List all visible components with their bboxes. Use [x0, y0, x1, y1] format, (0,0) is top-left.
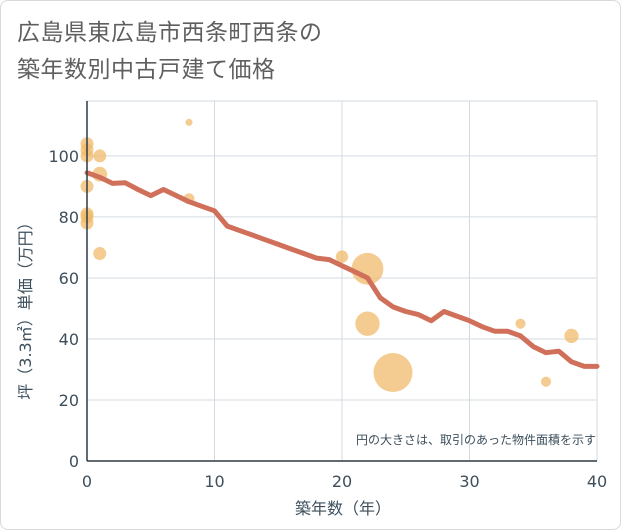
x-tick-label: 20 — [332, 472, 352, 491]
y-tick-label: 40 — [59, 330, 79, 349]
data-bubble — [540, 376, 552, 387]
x-tick-label: 40 — [587, 472, 607, 491]
y-tick-label: 100 — [48, 147, 79, 166]
chart-title: 広島県東広島市西条町西条の 築年数別中古戸建て価格 — [17, 15, 577, 89]
x-tick-label: 30 — [459, 472, 479, 491]
data-bubble — [515, 318, 526, 329]
data-bubble — [93, 149, 107, 163]
y-tick-label: 0 — [69, 452, 79, 471]
x-tick-label: 0 — [82, 472, 92, 491]
trend-line-layer — [84, 170, 600, 369]
axes — [86, 101, 597, 462]
size-legend-note: 円の大きさは、取引のあった物件面積を示す — [356, 432, 596, 447]
grid-lines — [86, 100, 598, 462]
trend-line — [84, 170, 600, 369]
x-tick-label: 10 — [204, 472, 224, 491]
data-bubble — [373, 353, 413, 393]
data-bubble — [355, 311, 380, 336]
y-tick-label: 20 — [59, 391, 79, 410]
title-line-1: 広島県東広島市西条町西条の — [17, 20, 323, 46]
bubble-layer — [80, 118, 579, 393]
x-tick-labels: 0 10 20 30 40 — [82, 472, 607, 491]
x-axis-label: 築年数（年） — [295, 499, 391, 518]
data-bubble — [93, 247, 107, 261]
data-bubble — [335, 250, 349, 263]
data-bubble — [564, 328, 579, 344]
y-tick-label: 80 — [59, 208, 79, 227]
y-axis-label: 坪（3.3㎡）単価（万円） — [16, 214, 35, 399]
data-bubble — [185, 118, 193, 126]
title-line-2: 築年数別中古戸建て価格 — [17, 57, 276, 83]
y-tick-labels: 0 20 40 60 80 100 — [48, 147, 79, 471]
y-tick-label: 60 — [59, 269, 79, 288]
